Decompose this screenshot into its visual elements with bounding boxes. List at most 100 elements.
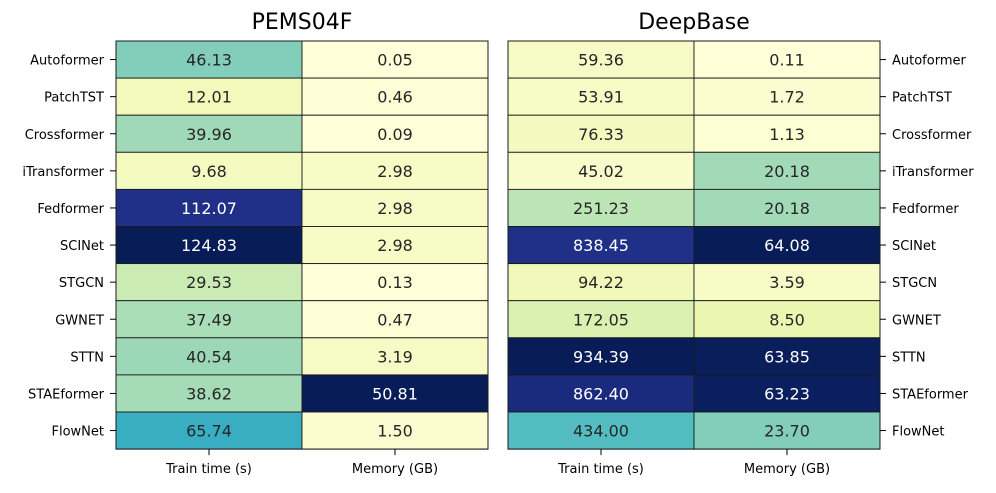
cell-value-label: 94.22 — [578, 273, 624, 292]
row-label: Fedformer — [892, 202, 959, 217]
row-label: Autoformer — [30, 54, 104, 69]
row-label: PatchTST — [44, 91, 104, 106]
heatmap-cell — [301, 114, 489, 153]
row-label: STTN — [70, 350, 104, 365]
cell-value-label: 29.53 — [186, 273, 232, 292]
cell-value-label: 0.11 — [769, 51, 805, 70]
cell-value-label: 12.01 — [186, 88, 232, 107]
heatmap-cell — [301, 40, 489, 79]
cell-value-label: 40.54 — [186, 347, 232, 366]
cell-value-label: 63.23 — [764, 384, 810, 403]
heatmap-cell — [507, 114, 695, 153]
cell-value-label: 38.62 — [186, 384, 232, 403]
cell-value-label: 53.91 — [578, 88, 624, 107]
heatmap-cell — [301, 263, 489, 302]
heatmap-cell — [115, 40, 303, 79]
cell-value-label: 2.98 — [377, 199, 413, 218]
cell-value-label: 1.13 — [769, 125, 805, 144]
cell-value-label: 124.83 — [181, 236, 237, 255]
cell-value-label: 251.23 — [573, 199, 629, 218]
cell-value-label: 0.05 — [377, 51, 413, 70]
heatmap-cell — [693, 40, 881, 79]
cell-value-label: 1.72 — [769, 88, 805, 107]
cell-value-label: 8.50 — [769, 310, 805, 329]
heatmap-cell — [507, 151, 695, 190]
cell-value-label: 20.18 — [764, 162, 810, 181]
cell-value-label: 37.49 — [186, 310, 232, 329]
heatmap-cell — [693, 77, 881, 116]
cell-value-label: 0.46 — [377, 88, 413, 107]
row-label: PatchTST — [892, 91, 952, 106]
cell-value-label: 838.45 — [573, 236, 629, 255]
heatmap-cell — [301, 300, 489, 339]
row-label: STGCN — [59, 276, 104, 291]
row-label: SCINet — [892, 239, 936, 254]
column-label: Memory (GB) — [744, 462, 830, 477]
panel-title: PEMS04F — [252, 10, 353, 35]
row-label: Crossformer — [25, 128, 105, 143]
cell-value-label: 112.07 — [181, 199, 237, 218]
row-label: STGCN — [892, 276, 937, 291]
panel-deepbase: DeepBase 59.36 0.11 53.91 1.72 76.33 1.13 45.02… — [507, 10, 974, 477]
row-label: Fedformer — [37, 202, 104, 217]
heatmap-cell — [301, 188, 489, 227]
row-label: STAEformer — [28, 387, 105, 402]
cell-value-label: 3.59 — [769, 273, 805, 292]
heatmap-cell — [693, 300, 881, 339]
cell-value-label: 934.39 — [573, 347, 629, 366]
panel-pems04f: PEMS04F 46.13 0.05 12.01 0.46 39.96 0.09 9.68 2.… — [22, 10, 489, 477]
row-label: STTN — [892, 350, 926, 365]
row-label: FlowNet — [52, 425, 105, 440]
cell-value-label: 20.18 — [764, 199, 810, 218]
row-label: SCINet — [60, 239, 104, 254]
cell-value-label: 434.00 — [573, 422, 629, 441]
cell-value-label: 2.98 — [377, 162, 413, 181]
cell-value-label: 50.81 — [372, 384, 418, 403]
cell-value-label: 9.68 — [191, 162, 227, 181]
panel-title: DeepBase — [638, 10, 750, 35]
cell-value-label: 0.09 — [377, 125, 413, 144]
cell-value-label: 23.70 — [764, 422, 810, 441]
row-label: FlowNet — [892, 425, 945, 440]
cell-value-label: 0.13 — [377, 273, 413, 292]
cell-value-label: 63.85 — [764, 347, 810, 366]
cell-value-label: 172.05 — [573, 310, 629, 329]
heatmap-cell — [301, 226, 489, 265]
cell-value-label: 862.40 — [573, 384, 629, 403]
heatmap-cell — [693, 374, 881, 413]
heatmap-cell — [693, 188, 881, 227]
row-label: Autoformer — [892, 54, 966, 69]
row-label: Crossformer — [892, 128, 972, 143]
cell-value-label: 2.98 — [377, 236, 413, 255]
heatmap-cell — [115, 77, 303, 116]
heatmap-cell — [507, 300, 695, 339]
heatmap-cell — [693, 263, 881, 302]
row-label: iTransformer — [22, 165, 104, 180]
cell-value-label: 65.74 — [186, 422, 232, 441]
row-label: iTransformer — [892, 165, 974, 180]
row-label: GWNET — [55, 313, 104, 328]
cell-value-label: 39.96 — [186, 125, 232, 144]
heatmap-cell — [301, 77, 489, 116]
heatmap-cell — [301, 337, 489, 376]
column-label: Train time (s) — [557, 462, 644, 477]
cell-value-label: 59.36 — [578, 51, 624, 70]
heatmap-cell — [693, 114, 881, 153]
row-label: STAEformer — [892, 387, 969, 402]
cell-value-label: 46.13 — [186, 51, 232, 70]
cell-value-label: 76.33 — [578, 125, 624, 144]
cell-value-label: 0.47 — [377, 310, 413, 329]
heatmap-cell — [115, 411, 303, 450]
heatmap-cell — [301, 374, 489, 413]
cell-value-label: 3.19 — [377, 347, 413, 366]
heatmap-cell — [301, 151, 489, 190]
cell-value-label: 45.02 — [578, 162, 624, 181]
row-label: GWNET — [892, 313, 941, 328]
column-label: Memory (GB) — [352, 462, 438, 477]
heatmap-cell — [115, 374, 303, 413]
cell-value-label: 1.50 — [377, 422, 413, 441]
column-label: Train time (s) — [165, 462, 252, 477]
cell-value-label: 64.08 — [764, 236, 810, 255]
heatmap-cell — [301, 411, 489, 450]
